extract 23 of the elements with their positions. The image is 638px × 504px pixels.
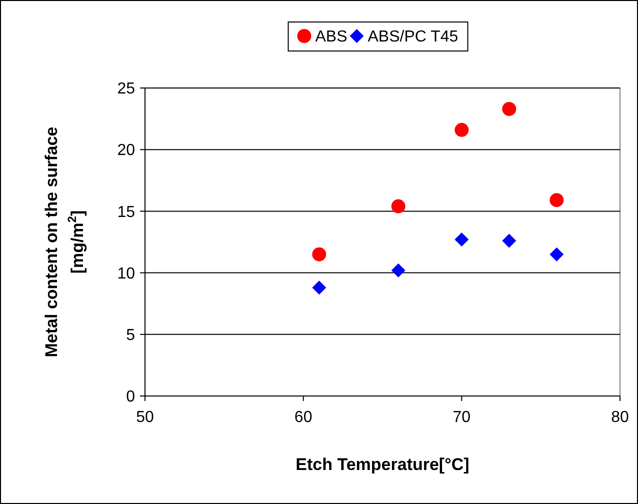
x-tick-label: 60 bbox=[294, 409, 312, 426]
y-tick-label: 25 bbox=[117, 80, 136, 98]
y-tick-label: 20 bbox=[117, 142, 136, 160]
point bbox=[454, 232, 469, 247]
y-tick-label: 15 bbox=[117, 204, 136, 221]
point bbox=[502, 234, 516, 248]
x-tick-label: 80 bbox=[611, 409, 629, 426]
point bbox=[550, 193, 564, 208]
legend-label: ABS bbox=[315, 28, 348, 46]
point bbox=[312, 247, 326, 262]
x-tick-label: 50 bbox=[136, 409, 154, 426]
point bbox=[550, 247, 564, 262]
x-tick-label: 70 bbox=[452, 409, 471, 426]
y-tick-label: 0 bbox=[126, 388, 136, 406]
point bbox=[454, 122, 469, 137]
y-tick-label: 5 bbox=[126, 327, 136, 344]
point bbox=[391, 199, 406, 214]
point bbox=[312, 280, 326, 295]
y-tick-label: 10 bbox=[117, 265, 136, 282]
point bbox=[391, 263, 406, 278]
point bbox=[502, 102, 516, 116]
legend-label: ABS/PC T45 bbox=[368, 28, 458, 46]
x-axis-title: Etch Temperature[°C] bbox=[296, 455, 470, 474]
